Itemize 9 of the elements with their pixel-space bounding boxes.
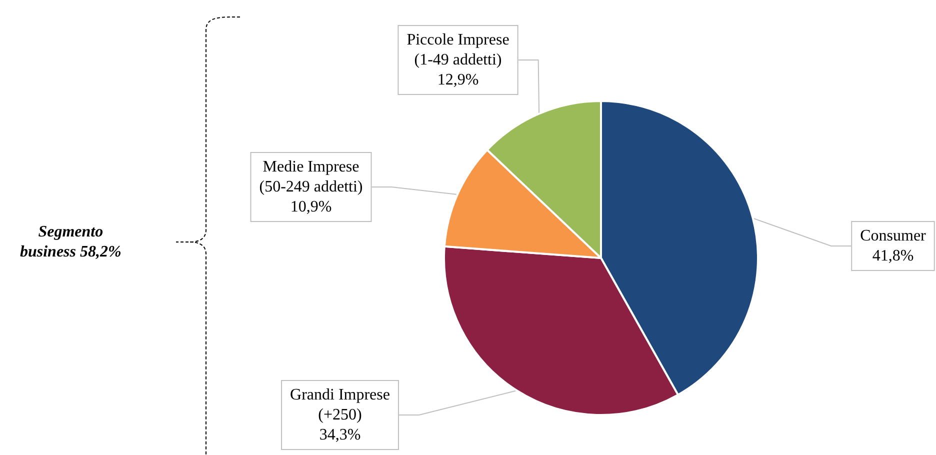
slice-label: Consumer — [860, 228, 927, 244]
data-label: 41,8% — [872, 248, 914, 264]
data-label: 10,9% — [290, 198, 332, 216]
slice-label: Grandi Imprese (+250) — [290, 386, 390, 424]
text: Segmento business 58,2% — [20, 224, 122, 260]
slice-label: Piccole Imprese (1-49 addetti) — [406, 32, 510, 68]
data-label: 12,9% — [437, 72, 479, 88]
slice-label: Medie Imprese (50-249 addetti) — [259, 158, 363, 196]
data-label: 34,3% — [319, 426, 361, 444]
